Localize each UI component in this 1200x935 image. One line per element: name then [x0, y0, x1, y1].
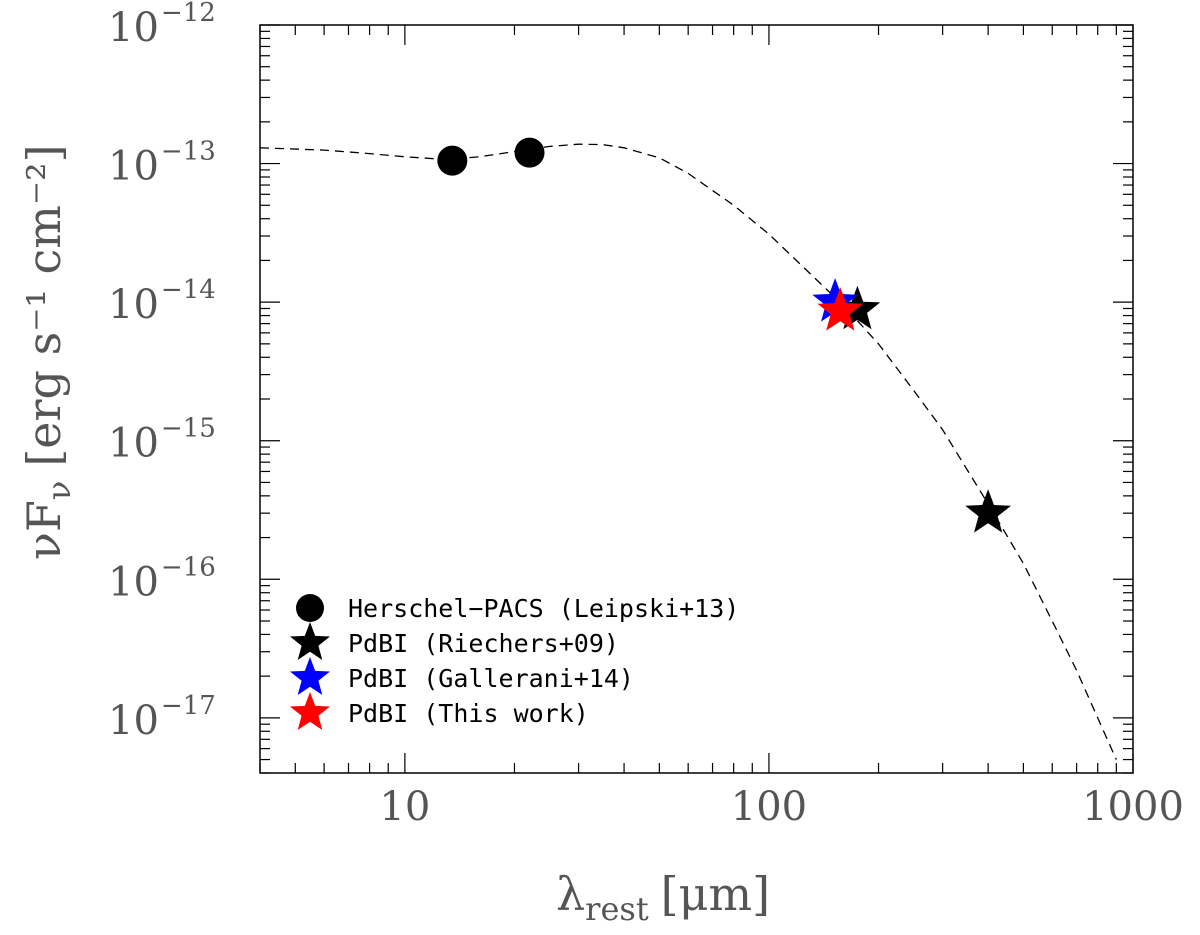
legend-marker-star [290, 657, 330, 695]
y-tick-label-exponent: −13 [161, 137, 216, 167]
y-axis-label-subscript: ν [40, 481, 78, 500]
y-tick-label: 10−13 [108, 137, 216, 190]
y-axis-label: νFν [erg s⁻¹ cm⁻²] [17, 144, 78, 560]
data-markers [437, 137, 1011, 533]
data-point-circle [514, 137, 545, 168]
x-tick-label: 10 [379, 784, 430, 830]
y-tick-label-base: 10 [108, 421, 159, 467]
y-tick-label-exponent: −16 [161, 552, 216, 582]
y-tick-label: 10−16 [108, 552, 216, 605]
y-tick-label-base: 10 [108, 282, 159, 328]
x-axis-label-subscript: rest [585, 890, 649, 928]
legend-marker-star [290, 622, 330, 660]
legend-marker-star [290, 692, 330, 730]
y-tick-label: 10−14 [108, 275, 216, 328]
data-point-star [965, 489, 1011, 533]
y-tick-label: 10−17 [108, 691, 216, 744]
x-tick-label: 100 [731, 784, 807, 830]
data-point-star [817, 287, 864, 331]
y-axis-label-unit: [erg s⁻¹ cm⁻²] [17, 144, 71, 466]
y-axis-label-base: νF [17, 500, 71, 560]
y-tick-label-base: 10 [108, 5, 159, 51]
x-tick-label: 1000 [1082, 784, 1184, 830]
legend-label: Herschel−PACS (Leipski+13) [348, 594, 739, 623]
y-tick-label: 10−15 [108, 414, 216, 467]
legend-label: PdBI (This work) [348, 699, 589, 728]
legend-marker-circle [296, 594, 324, 622]
y-tick-label-base: 10 [108, 144, 159, 190]
y-tick-label-exponent: −14 [161, 275, 216, 305]
x-axis-label: λrest [μm] [556, 867, 770, 928]
legend-label: PdBI (Riechers+09) [348, 629, 619, 658]
y-tick-label-base: 10 [108, 559, 159, 605]
y-tick-label: 10−12 [108, 0, 216, 51]
x-axis-label-base: λ [556, 867, 585, 921]
legend-label: PdBI (Gallerani+14) [348, 664, 634, 693]
plot-frame [259, 24, 1134, 774]
y-tick-label-base: 10 [108, 698, 159, 744]
major-ticks [260, 24, 1134, 773]
data-point-circle [437, 145, 468, 176]
minor-ticks [259, 25, 1133, 774]
y-tick-label-exponent: −15 [161, 414, 216, 444]
data-point-star [812, 278, 858, 322]
legend: Herschel−PACS (Leipski+13) PdBI (Riechers… [290, 594, 739, 730]
x-tick-labels: 10 100 1000 [379, 784, 1183, 830]
y-tick-label-exponent: −12 [161, 0, 216, 28]
x-axis-label-unit: [μm] [661, 867, 770, 921]
y-tick-label-exponent: −17 [161, 691, 216, 721]
